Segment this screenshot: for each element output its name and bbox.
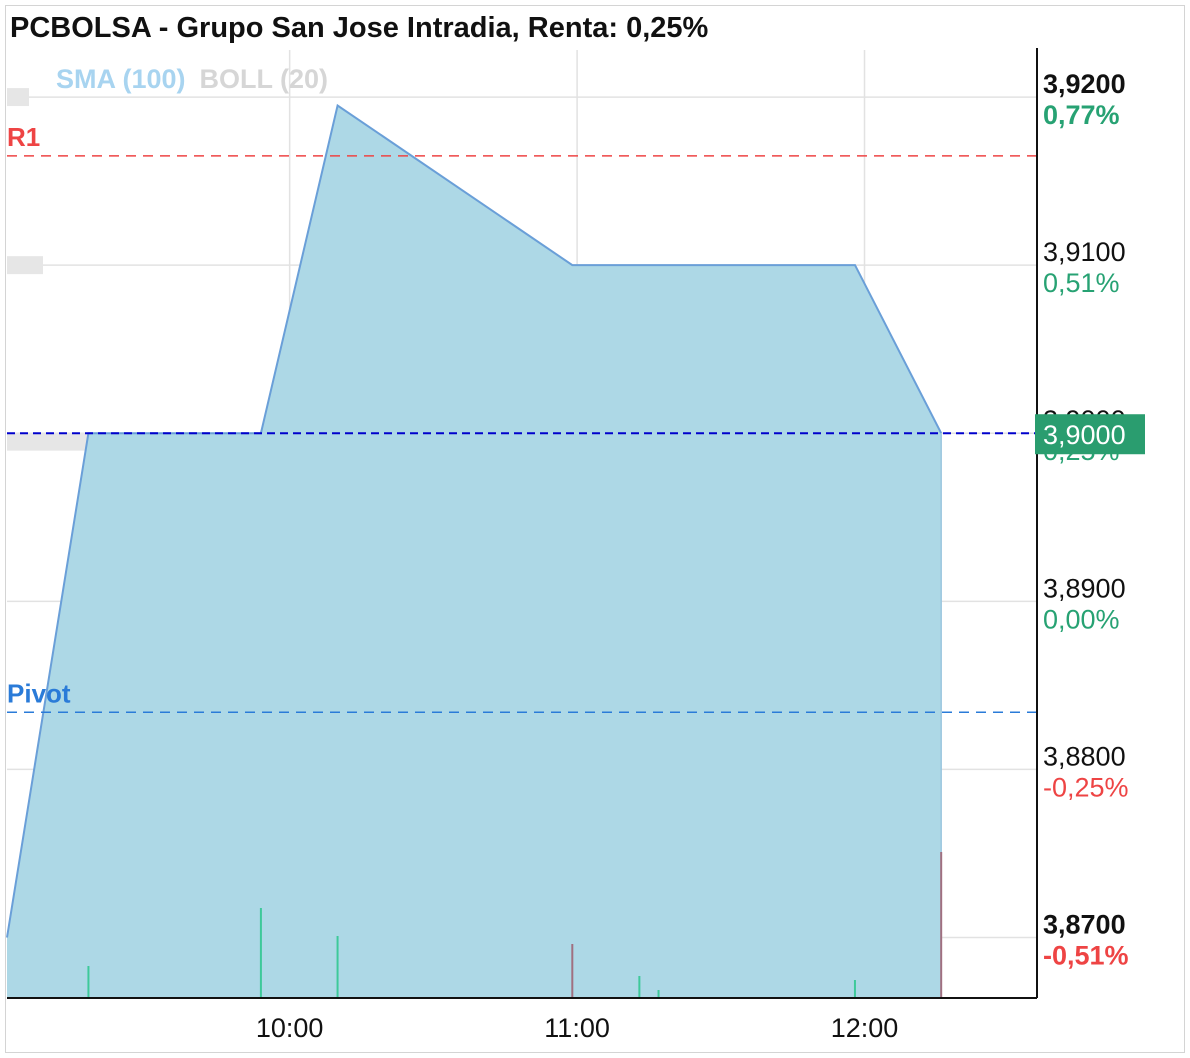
boll-band-stub [7, 432, 107, 451]
y-tick-percent-label: 0,77% [1043, 100, 1120, 130]
volume-bar [657, 990, 660, 998]
x-tick-label: 12:00 [831, 1013, 899, 1043]
legend[interactable]: SMA (100) BOLL (20) [56, 64, 328, 94]
x-tick-label: 10:00 [256, 1013, 324, 1043]
y-tick-percent-label: -0,51% [1043, 940, 1129, 970]
y-tick-price-label: 3,8900 [1043, 573, 1126, 603]
pivot-label: Pivot [7, 678, 71, 708]
legend-boll-toggle[interactable]: BOLL (20) [200, 64, 329, 94]
boll-band-stub [7, 256, 43, 275]
price-area-fill [7, 105, 942, 998]
volume-bar [87, 966, 90, 998]
legend-sma-toggle[interactable]: SMA (100) [56, 64, 186, 94]
volume-bar [259, 908, 262, 998]
y-tick-percent-label: -0,25% [1043, 772, 1129, 802]
last-price-badge [1035, 414, 1145, 455]
volume-bar [336, 936, 339, 998]
x-tick-label: 11:00 [544, 1013, 610, 1043]
r1-label: R1 [7, 122, 40, 152]
volume-bar [940, 852, 943, 998]
y-tick-price-label: 3,8700 [1043, 909, 1126, 939]
y-tick-percent-label: 0,00% [1043, 604, 1120, 634]
y-tick-percent-label: 0,51% [1043, 268, 1120, 298]
y-tick-price-label: 3,9100 [1043, 237, 1126, 267]
chart-title: PCBOLSA - Grupo San Jose Intradia, Renta… [10, 12, 709, 44]
chart-frame [5, 5, 1185, 1053]
y-tick-price-label: 3,8800 [1043, 741, 1126, 771]
volume-bar [638, 976, 641, 998]
volume-bars [87, 852, 943, 998]
price-area [6, 103, 943, 998]
last-price-label: 3,9000 [1043, 420, 1126, 450]
axes: 3,92000,77%3,91000,51%3,90000,25%3,89000… [7, 48, 1145, 1043]
boll-band-stub [7, 88, 29, 107]
volume-bar [853, 980, 856, 998]
y-tick-price-label: 3,9200 [1043, 69, 1126, 99]
volume-bar [571, 944, 574, 998]
level-lines: R1 Pivot [7, 122, 1037, 714]
